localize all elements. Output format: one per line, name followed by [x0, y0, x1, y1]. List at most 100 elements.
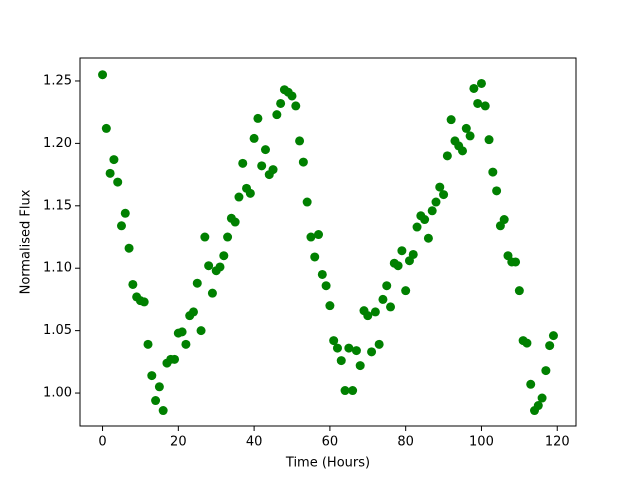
data-point [492, 186, 502, 196]
data-point [101, 123, 111, 133]
data-point [378, 294, 388, 304]
data-point [192, 278, 202, 288]
data-point [401, 286, 411, 296]
axes-frame [79, 57, 577, 427]
data-point [181, 339, 191, 349]
data-point [245, 188, 255, 198]
data-point [188, 307, 198, 317]
data-point [238, 158, 248, 168]
data-point [154, 382, 164, 392]
data-point [314, 230, 324, 240]
data-point [367, 347, 377, 357]
data-point [393, 261, 403, 271]
data-point [317, 269, 327, 279]
data-point [253, 113, 263, 123]
data-point [249, 133, 259, 143]
data-point [234, 192, 244, 202]
data-point [363, 311, 373, 321]
data-point [276, 98, 286, 108]
data-point [287, 91, 297, 101]
data-point [219, 251, 229, 261]
data-point [260, 145, 270, 155]
data-point [329, 336, 339, 346]
data-point [116, 221, 126, 231]
y-tick-label: 1.00 [43, 386, 72, 401]
data-point [473, 98, 483, 108]
data-point [537, 393, 547, 403]
x-tick-label: 40 [246, 435, 263, 450]
data-point [412, 222, 422, 232]
data-point [298, 157, 308, 167]
data-point [514, 286, 524, 296]
data-point [200, 232, 210, 242]
data-point [522, 338, 532, 348]
data-point [170, 354, 180, 364]
data-point [291, 101, 301, 111]
x-tick-label: 80 [397, 435, 414, 450]
data-point [435, 182, 445, 192]
data-point [272, 110, 282, 120]
data-point [427, 206, 437, 216]
data-point [408, 249, 418, 259]
data-point [476, 78, 486, 88]
data-point [442, 151, 452, 161]
data-point [105, 168, 115, 178]
data-point [351, 346, 361, 356]
data-point [128, 279, 138, 289]
data-point [526, 379, 536, 389]
data-point [545, 341, 555, 351]
data-point [344, 343, 354, 353]
data-point [325, 301, 335, 311]
data-point [302, 197, 312, 207]
data-point [139, 297, 149, 307]
data-point [348, 386, 358, 396]
data-point [158, 406, 168, 416]
data-point [268, 165, 278, 175]
y-tick-label: 1.10 [43, 261, 72, 276]
data-point [340, 386, 350, 396]
data-point [310, 252, 320, 262]
x-tick-label: 60 [322, 435, 339, 450]
data-point [397, 246, 407, 256]
x-tick-label: 0 [98, 435, 106, 450]
data-point [257, 161, 267, 171]
data-point [382, 281, 392, 291]
data-point [484, 135, 494, 145]
data-point [336, 356, 346, 366]
data-point [355, 361, 365, 371]
data-point [204, 261, 214, 271]
data-point [370, 307, 380, 317]
data-point [98, 70, 108, 80]
data-point [207, 288, 217, 298]
data-point [223, 232, 233, 242]
data-point [511, 257, 521, 267]
data-point [120, 208, 130, 218]
data-point [465, 131, 475, 141]
x-tick-label: 120 [545, 435, 570, 450]
data-point [458, 146, 468, 156]
data-point [461, 123, 471, 133]
y-tick-label: 1.15 [43, 198, 72, 213]
data-point [196, 326, 206, 336]
data-point [446, 115, 456, 125]
data-point [143, 339, 153, 349]
y-tick-label: 1.05 [43, 323, 72, 338]
x-axis-label: Time (Hours) [285, 456, 370, 471]
data-point [113, 177, 123, 187]
data-point [439, 190, 449, 200]
x-tick-label: 100 [469, 435, 494, 450]
data-point [374, 339, 384, 349]
data-point [469, 83, 479, 93]
data-point [306, 232, 316, 242]
y-tick-label: 1.20 [43, 136, 72, 151]
data-point [480, 101, 490, 111]
data-point [109, 155, 119, 165]
data-point [151, 396, 161, 406]
data-point [124, 243, 134, 253]
data-point [533, 401, 543, 411]
data-point [215, 262, 225, 272]
y-axis-label: Normalised Flux [19, 189, 34, 294]
data-point [541, 366, 551, 376]
